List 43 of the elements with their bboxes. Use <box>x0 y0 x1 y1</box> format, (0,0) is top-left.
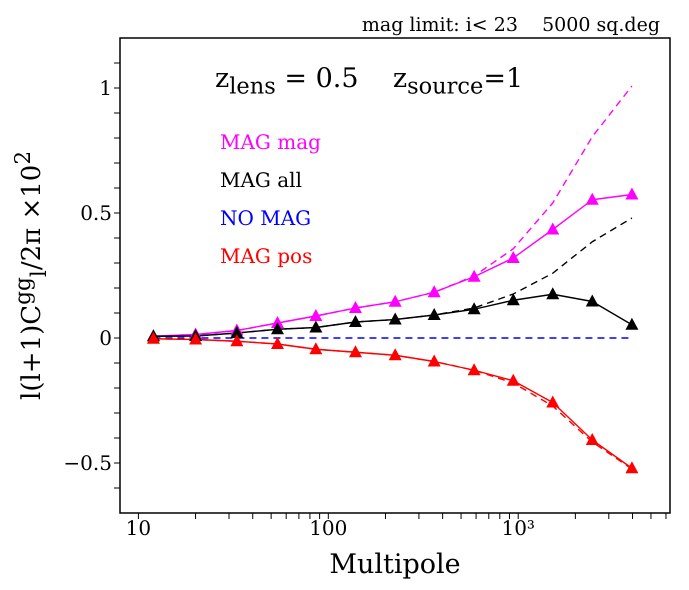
point <box>625 188 638 200</box>
point <box>348 345 362 358</box>
chart-title: mag limit: i< 23 5000 sq.deg <box>360 14 661 36</box>
x-tick-label: 10 <box>126 516 152 540</box>
y-tick-label: 0 <box>99 326 112 350</box>
point <box>189 332 202 344</box>
point <box>468 363 481 376</box>
annotation: z$_{lens}$ = 0.5 z$_{source}$=1 <box>215 63 524 100</box>
point <box>348 315 362 327</box>
y-tick-label: 1 <box>99 76 112 100</box>
y-tick-label: −0.5 <box>63 451 112 476</box>
x-tick-label: 10³ <box>501 516 535 540</box>
point <box>506 293 520 306</box>
point <box>625 318 638 330</box>
point <box>270 337 284 349</box>
text: MAG all <box>220 167 303 194</box>
point <box>546 287 560 300</box>
point <box>506 251 520 263</box>
point <box>388 312 402 324</box>
text: MAG mag <box>220 129 321 156</box>
point <box>506 374 520 386</box>
point <box>546 396 560 408</box>
point <box>230 326 244 338</box>
point <box>586 294 599 306</box>
x-axis-title: Multipole <box>328 549 462 580</box>
point <box>428 308 441 320</box>
point <box>546 222 560 234</box>
text: MAG pos <box>220 243 314 270</box>
point <box>309 342 322 354</box>
point <box>348 301 362 313</box>
y-tick-label: 0.5 <box>80 201 112 226</box>
point <box>309 320 322 332</box>
point <box>428 285 441 298</box>
point <box>428 354 441 366</box>
text: NO MAG <box>220 205 312 232</box>
x-tick-label: 100 <box>309 516 348 540</box>
point <box>309 309 322 321</box>
point <box>388 348 402 360</box>
point <box>388 294 402 307</box>
point <box>586 433 599 445</box>
point <box>230 334 244 346</box>
point <box>586 192 599 205</box>
point <box>270 322 284 334</box>
